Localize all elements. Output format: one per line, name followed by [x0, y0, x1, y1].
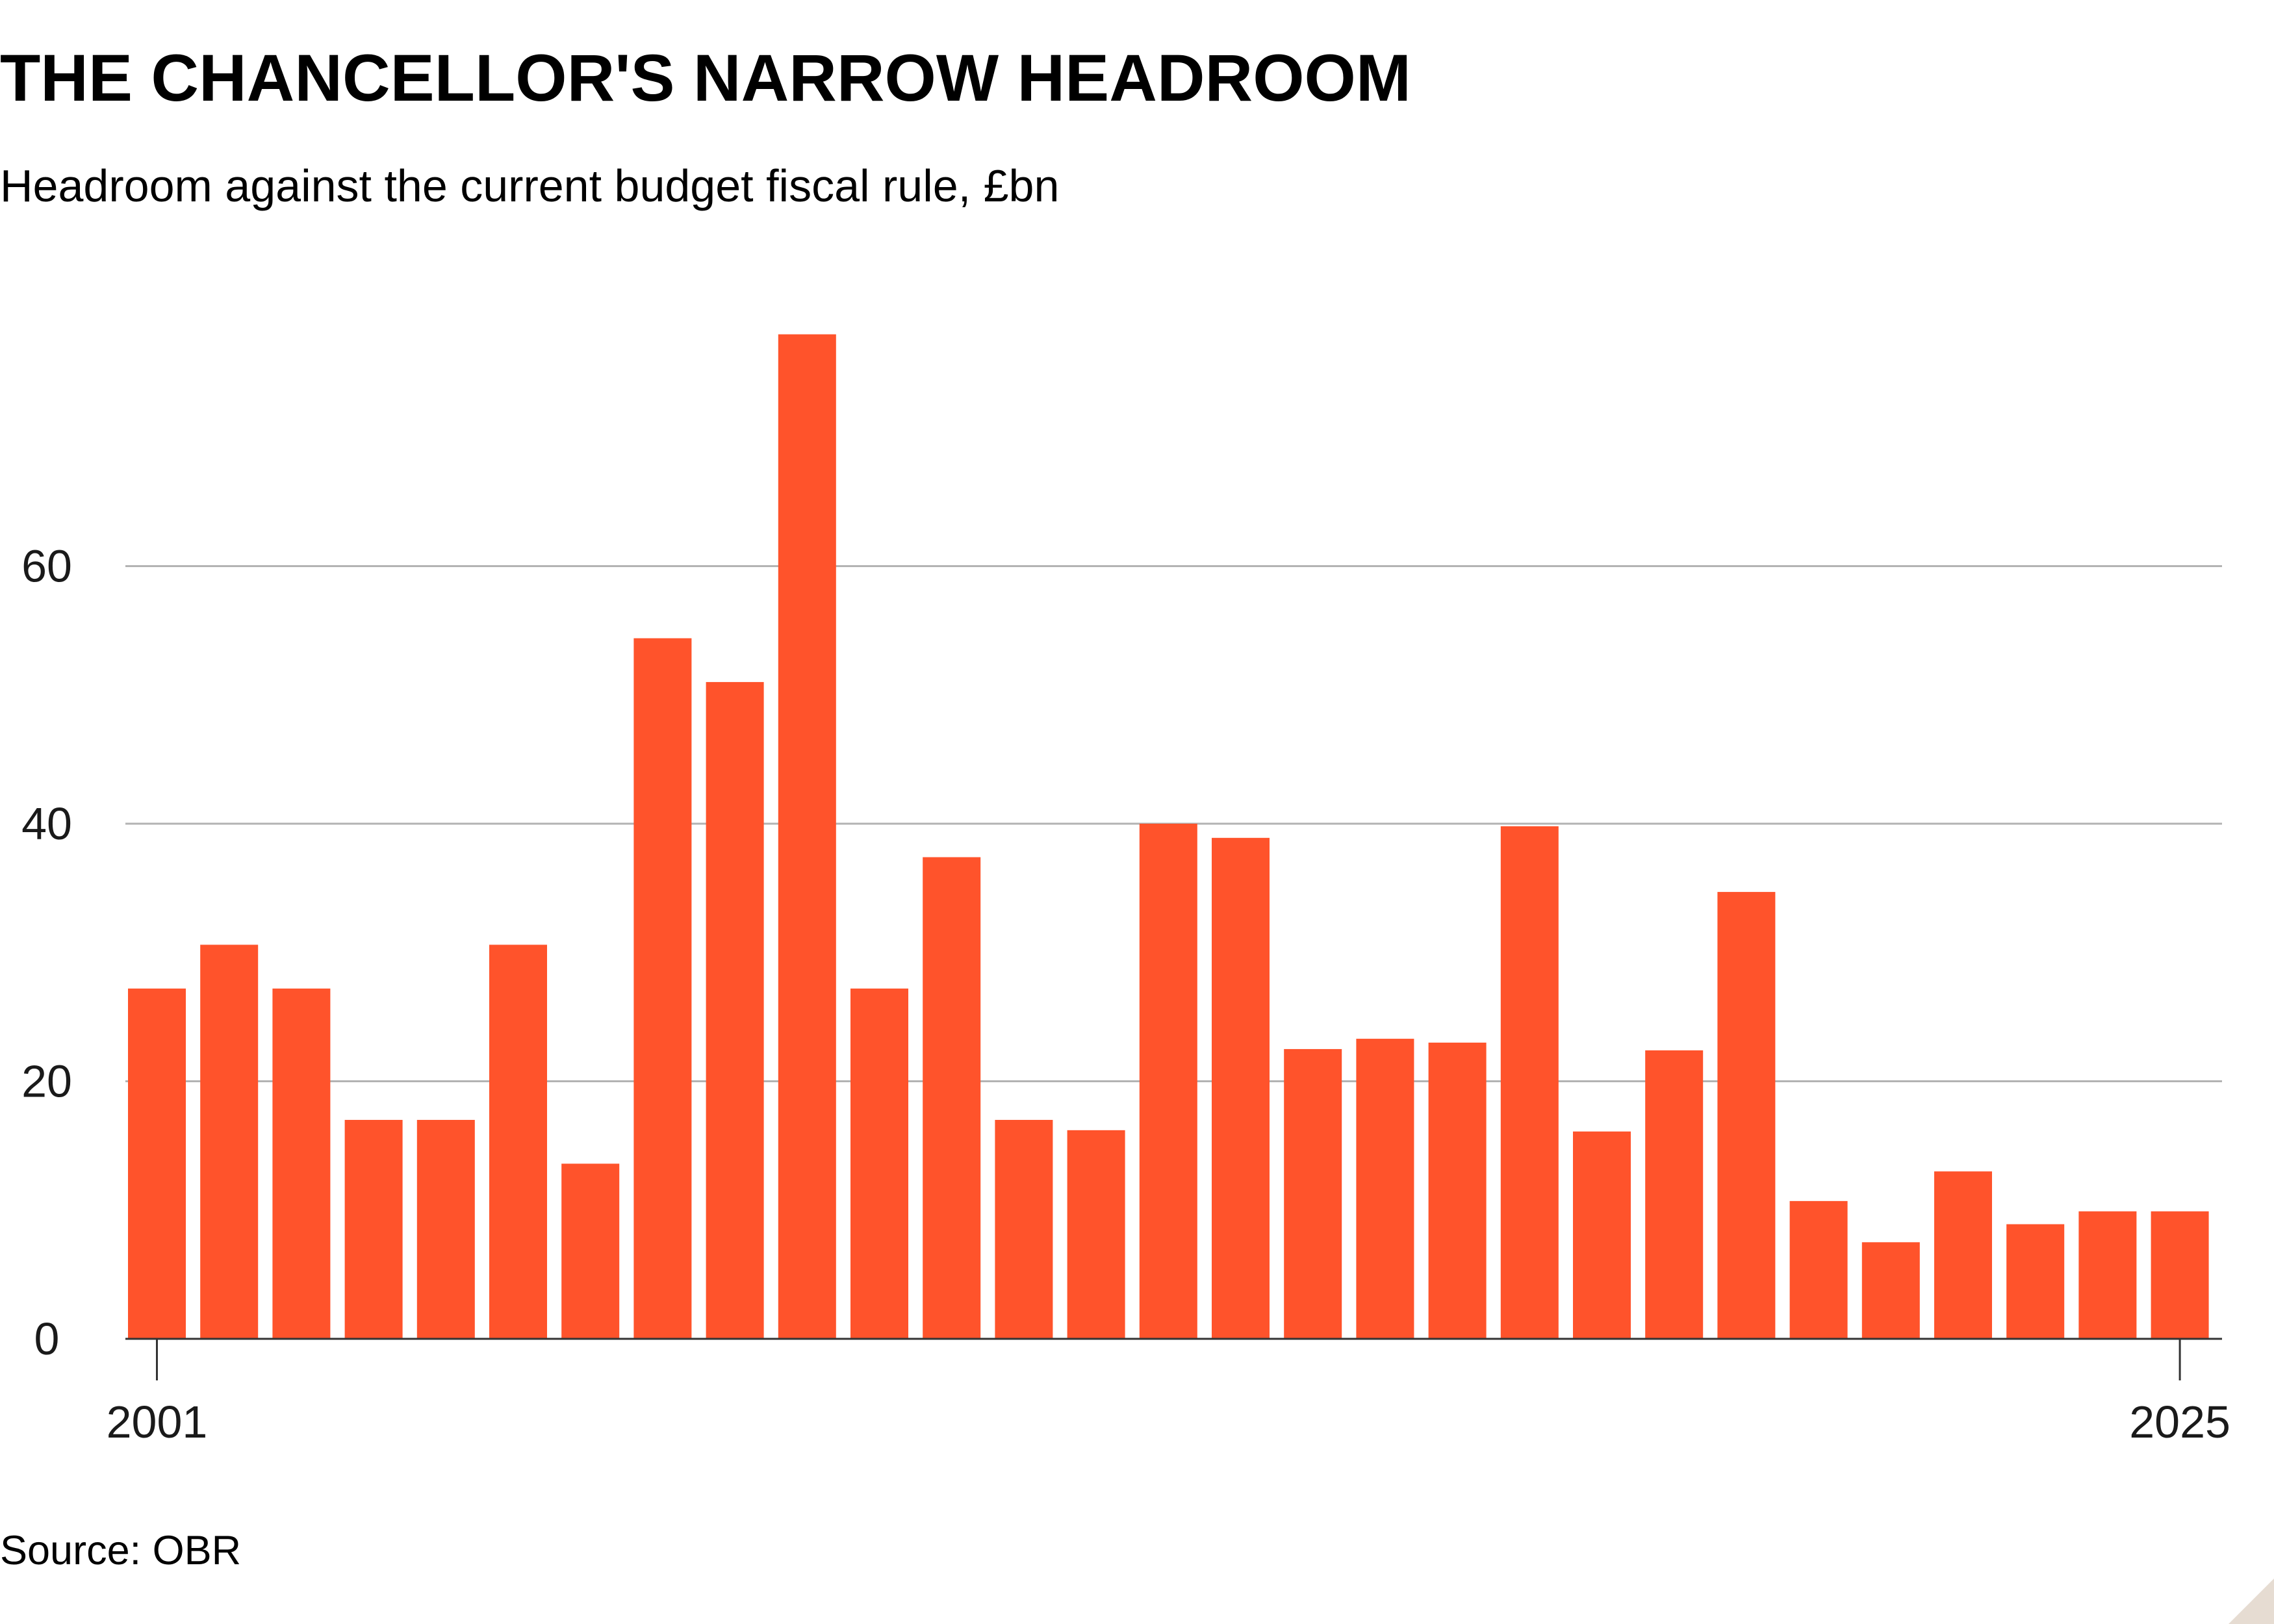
bar-0	[128, 988, 186, 1339]
bar-17	[1356, 1039, 1414, 1339]
y-tick-label-60: 60	[21, 541, 72, 592]
bar-7	[633, 638, 692, 1339]
bars	[128, 334, 2209, 1339]
bar-21	[1645, 1050, 1704, 1339]
bar-5	[489, 945, 547, 1339]
bar-12	[995, 1119, 1053, 1339]
x-tick-label-2001: 2001	[107, 1397, 208, 1447]
bar-2	[272, 988, 331, 1339]
bar-23	[1789, 1200, 1848, 1339]
y-tick-labels: 0 20 40 60	[21, 541, 72, 1365]
y-tick-label-0: 0	[34, 1313, 60, 1364]
corner-fold	[2229, 1579, 2274, 1624]
chart-title: THE CHANCELLOR'S NARROW HEADROOM	[0, 41, 1411, 115]
chart-subtitle: Headroom against the current budget fisc…	[0, 160, 1059, 211]
bar-15	[1212, 837, 1270, 1339]
source-note: Source: OBR	[0, 1528, 241, 1573]
x-tick-label-2025: 2025	[2129, 1397, 2230, 1447]
bar-4	[416, 1119, 475, 1339]
bar-19	[1500, 826, 1559, 1339]
bar-18	[1428, 1043, 1487, 1339]
bar-20	[1573, 1131, 1631, 1339]
bar-13	[1067, 1130, 1125, 1339]
bar-28	[2151, 1211, 2209, 1339]
bar-14	[1139, 824, 1197, 1339]
bar-6	[561, 1163, 620, 1339]
y-tick-label-20: 20	[21, 1056, 72, 1107]
bar-24	[1861, 1242, 1920, 1339]
bar-9	[778, 334, 836, 1339]
bar-27	[2078, 1211, 2137, 1339]
y-tick-label-40: 40	[21, 798, 72, 849]
bar-16	[1284, 1048, 1342, 1339]
bar-8	[706, 681, 764, 1339]
bar-26	[2006, 1224, 2065, 1339]
bar-22	[1717, 892, 1776, 1339]
bar-10	[850, 988, 908, 1339]
x-tick-labels: 2001 2025	[107, 1397, 2230, 1447]
bar-25	[1934, 1171, 1992, 1339]
bar-3	[344, 1119, 403, 1339]
bar-1	[200, 945, 259, 1339]
bar-11	[923, 857, 981, 1339]
axes	[125, 1338, 2222, 1380]
